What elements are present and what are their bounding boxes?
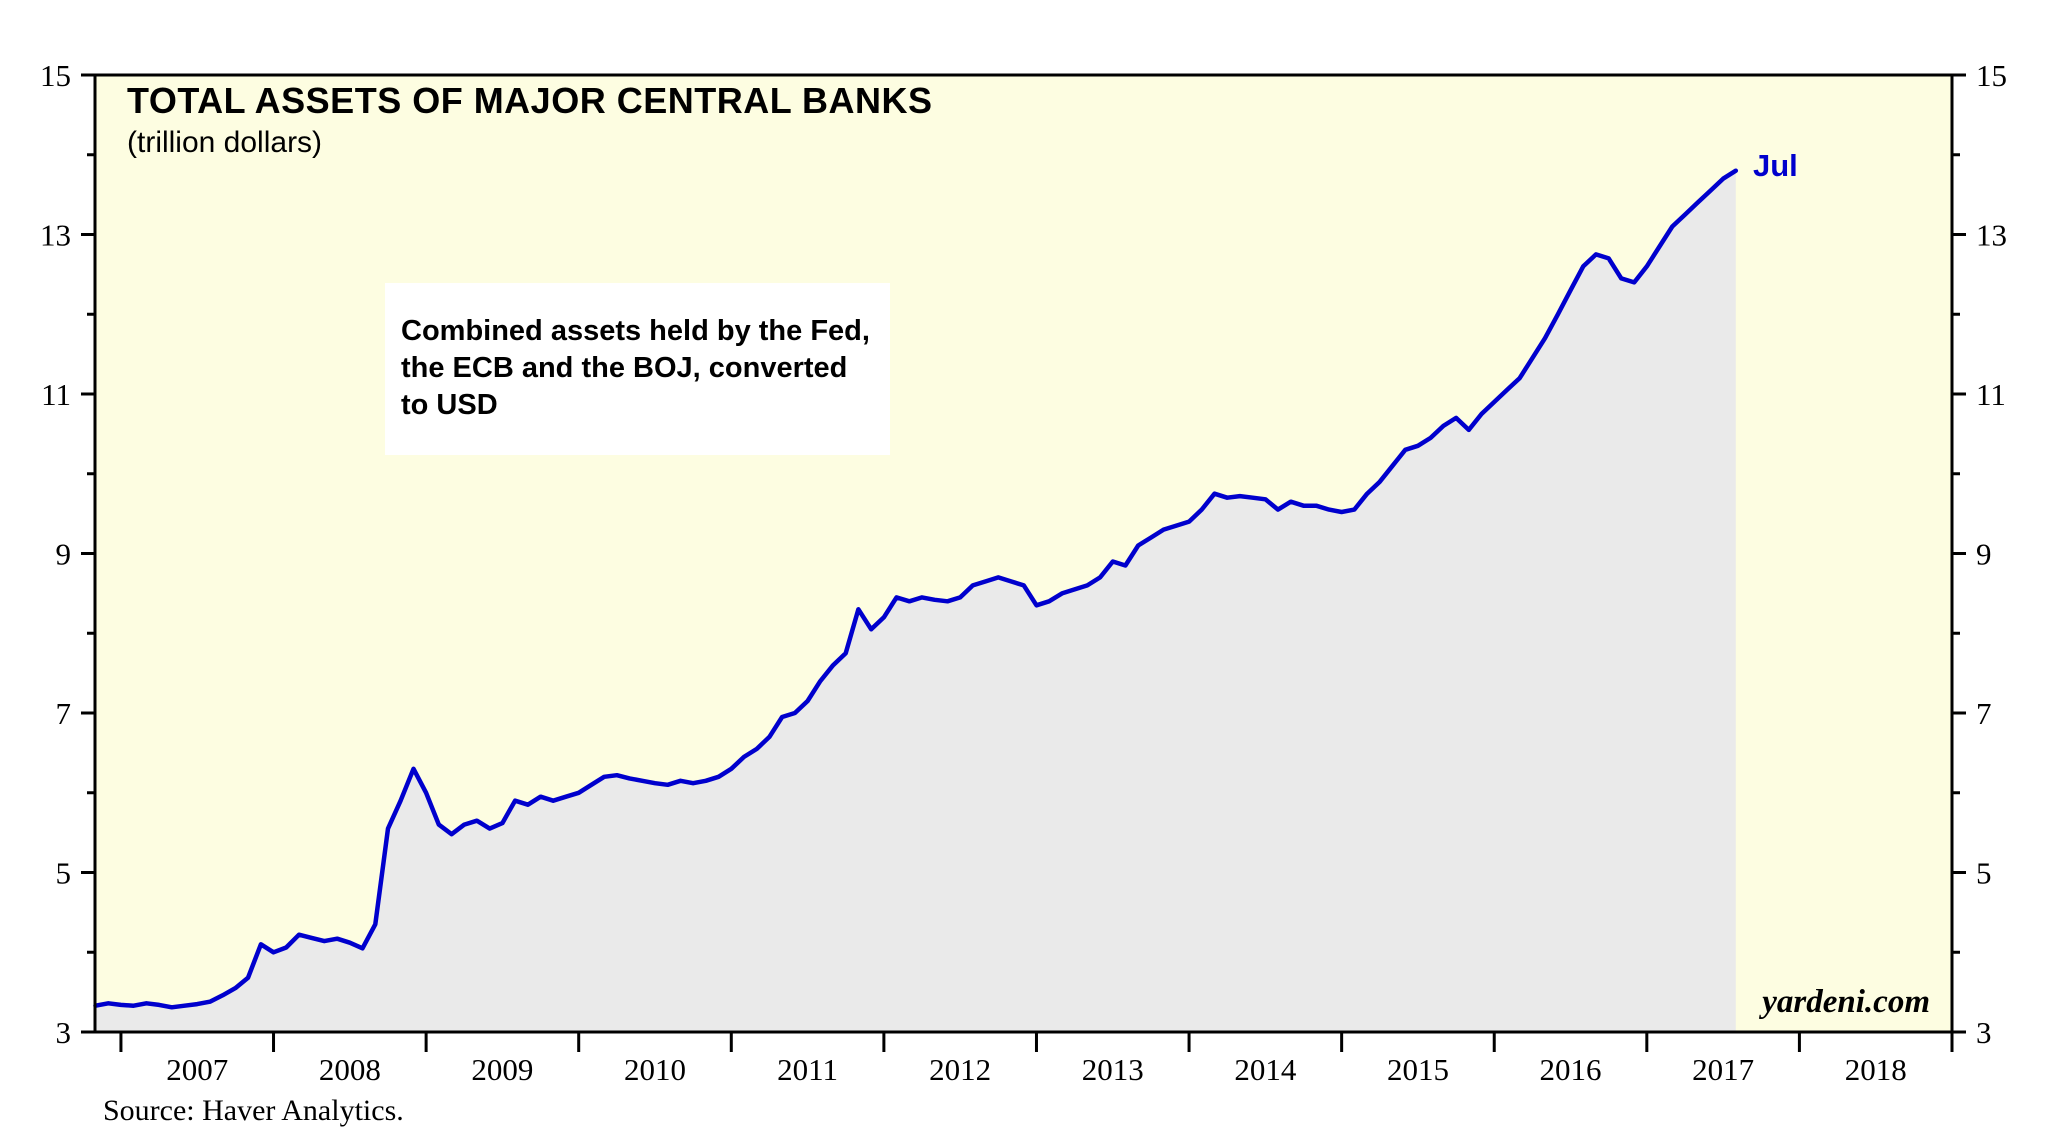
x-axis-tick-label: 2008 (319, 1052, 381, 1087)
x-axis-tick-label: 2016 (1540, 1052, 1602, 1087)
chart-subtitle: (trillion dollars) (127, 126, 323, 159)
x-axis-tick-label: 2010 (624, 1052, 686, 1087)
chart-title: TOTAL ASSETS OF MAJOR CENTRAL BANKS (127, 80, 933, 121)
x-axis-tick-label: 2007 (166, 1052, 228, 1087)
chart-frame (93, 73, 1954, 1034)
x-axis-tick-label: 2009 (471, 1052, 533, 1087)
source-note: Source: Haver Analytics. (103, 1094, 404, 1127)
y-axis-tick-label: 5 (56, 856, 72, 891)
annotation-box: Combined assets held by the Fed, the ECB… (385, 283, 890, 455)
x-axis-tick-label: 2014 (1234, 1052, 1297, 1087)
y-axis-tick-label: 3 (1976, 1015, 1992, 1050)
annotation-line: Combined assets held by the Fed, (401, 315, 870, 347)
y-axis-tick-label: 13 (1976, 218, 2007, 253)
y-axis-tick-label: 7 (1976, 696, 1992, 731)
x-axis-tick-label: 2015 (1387, 1052, 1449, 1087)
y-axis-tick-label: 9 (1976, 537, 1992, 572)
yardeni-watermark: yardeni.com (1762, 984, 1930, 1020)
y-axis-tick-label: 15 (40, 58, 71, 93)
y-axis-tick-label: 5 (1976, 856, 1992, 891)
y-axis-tick-label: 11 (1976, 377, 2006, 412)
y-axis-tick-label: 3 (56, 1015, 72, 1050)
y-axis-tick-label: 11 (41, 377, 71, 412)
data-line (93, 168, 1739, 1010)
x-axis-tick-label: 2013 (1082, 1052, 1144, 1087)
y-axis-tick-label: 7 (56, 696, 72, 731)
y-axis-tick-label: 9 (56, 537, 72, 572)
y-axis-tick-label: 13 (40, 218, 71, 253)
x-axis-tick-label: 2012 (929, 1052, 991, 1087)
x-axis-tick-label: 2017 (1692, 1052, 1754, 1087)
x-axis-tick-label: 2011 (777, 1052, 838, 1087)
y-axis-tick-label: 15 (1976, 58, 2007, 93)
series-end-label: Jul (1753, 148, 1798, 183)
annotation-line: the ECB and the BOJ, converted (401, 352, 848, 384)
annotation-line: to USD (401, 389, 498, 421)
x-axis-tick-label: 2018 (1845, 1052, 1907, 1087)
